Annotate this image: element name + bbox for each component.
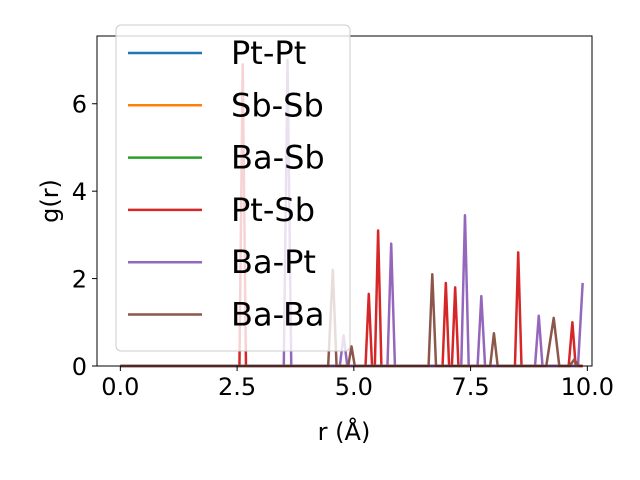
y-axis-ticks: 0 2 4 6 xyxy=(72,91,97,381)
y-tick-label: 0 xyxy=(72,353,87,381)
legend-label: Ba-Ba xyxy=(231,296,325,334)
x-axis-ticks: 0.0 2.5 5.0 7.5 10.0 xyxy=(101,366,614,401)
legend-label: Ba-Pt xyxy=(231,243,316,281)
x-tick-label: 2.5 xyxy=(218,373,256,401)
y-tick-label: 6 xyxy=(72,91,87,119)
legend: Pt-Pt Sb-Sb Ba-Sb Pt-Sb Ba-Pt Ba-Ba xyxy=(115,24,351,352)
y-tick-label: 2 xyxy=(72,266,87,294)
x-tick-label: 7.5 xyxy=(451,373,489,401)
x-tick-label: 5.0 xyxy=(335,373,373,401)
y-tick-label: 4 xyxy=(72,178,87,206)
legend-label: Ba-Sb xyxy=(231,139,325,177)
x-tick-label: 0.0 xyxy=(101,373,139,401)
legend-label: Sb-Sb xyxy=(231,86,324,124)
legend-label: Pt-Pt xyxy=(231,34,306,72)
y-axis-label: g(r) xyxy=(36,179,64,223)
x-tick-label: 10.0 xyxy=(561,373,614,401)
x-axis-label: r (Å) xyxy=(318,417,371,446)
legend-label: Pt-Sb xyxy=(231,191,315,229)
